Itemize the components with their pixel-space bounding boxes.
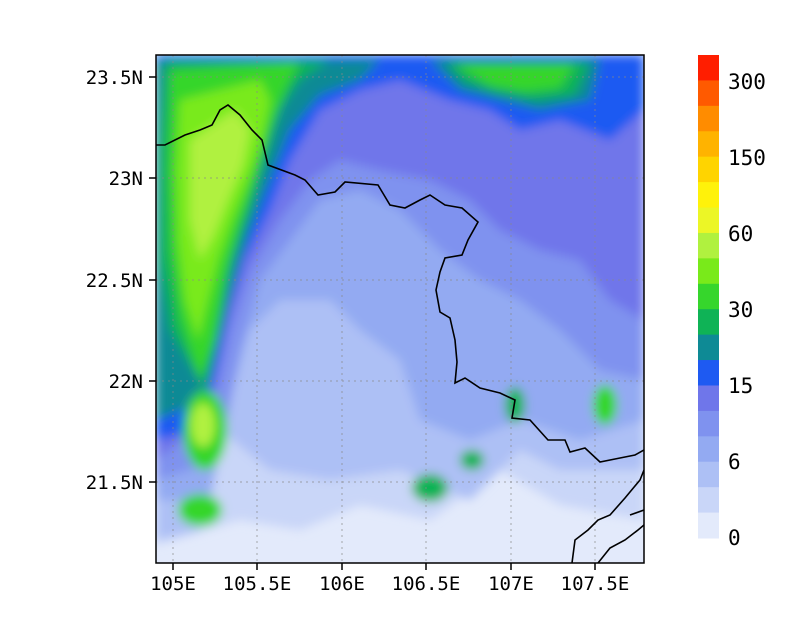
colorbar-swatch	[698, 410, 719, 437]
colorbar-swatches	[698, 55, 719, 539]
colorbar-label: 30	[728, 298, 753, 322]
colorbar-label: 0	[728, 526, 741, 550]
cell-2	[178, 494, 222, 526]
precipitation-field	[156, 55, 644, 563]
country-borders	[156, 104, 644, 563]
colorbar-swatch	[698, 334, 719, 361]
colorbar-swatch	[698, 309, 719, 336]
colorbar-label: 300	[728, 70, 766, 94]
x-tick-label: 105E	[150, 573, 196, 595]
x-ticks	[172, 563, 596, 570]
map-plot-area: 105E 105.5E 106E 106.5E 107E 107.5E 23.5…	[86, 54, 645, 595]
x-tick-labels: 105E 105.5E 106E 106.5E 107E 107.5E	[150, 573, 629, 595]
field-level-9b	[455, 64, 575, 92]
colorbar-swatch	[698, 232, 719, 259]
border-line	[156, 104, 644, 463]
colorbar-swatch	[698, 80, 719, 107]
colorbar-label: 60	[728, 222, 753, 246]
colorbar-swatch	[698, 105, 719, 132]
colorbar-swatch	[698, 487, 719, 514]
coastline-1	[571, 469, 644, 563]
x-tick-label: 107E	[488, 573, 534, 595]
y-ticks	[149, 76, 156, 483]
colorbar-swatch	[698, 55, 719, 81]
colorbar: 0 6 15 30 60 150 300	[698, 55, 766, 550]
colorbar-label: 6	[728, 450, 741, 474]
y-tick-label: 22.5N	[86, 270, 143, 292]
cell-5	[505, 387, 525, 423]
colorbar-swatch	[698, 207, 719, 234]
cell-6	[593, 385, 617, 425]
colorbar-swatch	[698, 436, 719, 463]
cell-3	[412, 474, 448, 502]
y-tick-label: 23.5N	[86, 67, 143, 89]
colorbar-swatch	[698, 182, 719, 209]
plot-frame	[155, 54, 645, 564]
colorbar-swatch	[698, 283, 719, 310]
colorbar-label: 15	[728, 374, 753, 398]
x-tick-label: 107.5E	[561, 573, 630, 595]
y-tick-labels: 23.5N 23N 22.5N 22N 21.5N	[86, 67, 143, 494]
x-tick-label: 106.5E	[392, 573, 461, 595]
coastline-3	[629, 509, 644, 516]
x-tick-label: 105.5E	[223, 573, 292, 595]
colorbar-swatch	[698, 512, 719, 539]
field-level-11	[190, 110, 250, 260]
cell-1-core	[191, 403, 215, 447]
coastline-2	[597, 524, 644, 563]
colorbar-swatch	[698, 360, 719, 386]
cell-4	[460, 450, 484, 470]
colorbar-swatch	[698, 156, 719, 183]
x-tick-label: 106E	[319, 573, 365, 595]
colorbar-label: 150	[728, 146, 766, 170]
colorbar-swatch	[698, 385, 719, 412]
colorbar-swatch	[698, 131, 719, 158]
colorbar-swatch	[698, 461, 719, 488]
colorbar-swatch	[698, 258, 719, 285]
y-tick-label: 21.5N	[86, 472, 143, 494]
y-tick-label: 23N	[109, 168, 143, 190]
grid-lines	[156, 55, 644, 563]
colorbar-labels: 0 6 15 30 60 150 300	[728, 70, 766, 550]
y-tick-label: 22N	[109, 371, 143, 393]
